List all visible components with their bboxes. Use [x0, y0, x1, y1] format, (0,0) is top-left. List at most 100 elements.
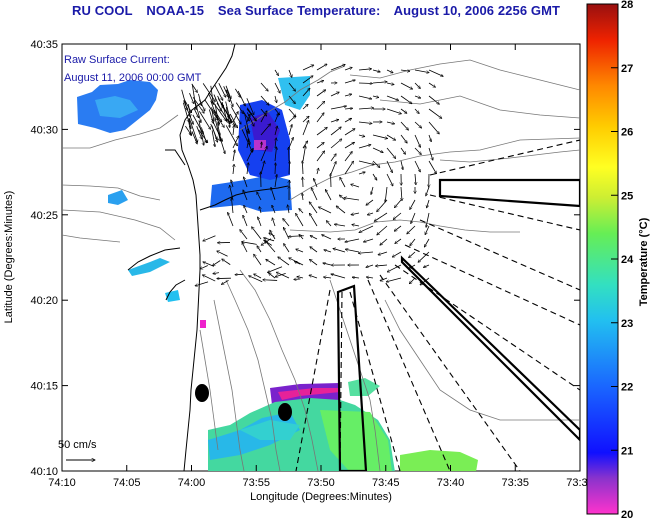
- current-vector: [231, 180, 234, 188]
- current-vector: [323, 263, 332, 266]
- current-vector: [351, 213, 360, 215]
- colorbar-title: Temperature (°C): [638, 217, 650, 306]
- current-vector: [380, 238, 388, 245]
- current-vector: [394, 225, 402, 231]
- colorbar-tick-label: 23: [621, 318, 633, 330]
- current-vector: [237, 90, 245, 106]
- current-vector: [191, 84, 196, 110]
- title-sensor: NOAA-15: [146, 3, 205, 18]
- current-vector: [246, 148, 253, 162]
- current-vector: [386, 83, 394, 85]
- current-vector: [244, 177, 248, 188]
- current-vector: [410, 238, 416, 246]
- current-vector: [409, 277, 416, 284]
- current-vector: [267, 266, 283, 273]
- current-vector: [309, 259, 318, 266]
- current-vector: [246, 98, 254, 115]
- current-vector: [231, 198, 234, 214]
- current-vector: [424, 238, 430, 247]
- current-vector: [288, 205, 289, 214]
- current-vector: [260, 95, 269, 105]
- current-vector: [310, 247, 318, 253]
- current-vector: [344, 118, 352, 123]
- current-vector: [309, 275, 318, 279]
- current-vector: [299, 234, 304, 240]
- current-vector: [275, 163, 276, 175]
- current-vector: [371, 186, 374, 195]
- current-vector: [330, 127, 341, 136]
- current-vector: [380, 277, 388, 281]
- current-vector: [374, 212, 388, 221]
- x-tick-label: 73:55: [242, 477, 270, 489]
- current-vector: [235, 102, 243, 114]
- current-vector: [274, 147, 277, 162]
- current-vector: [322, 235, 332, 240]
- current-vector: [336, 206, 346, 214]
- current-vector: [232, 136, 239, 149]
- current-vector: [377, 199, 388, 212]
- current-vector: [344, 198, 360, 201]
- current-vector: [193, 108, 199, 117]
- current-vector: [386, 147, 396, 159]
- current-vector: [274, 82, 280, 93]
- current-vector: [352, 225, 360, 226]
- current-vector: [188, 118, 191, 128]
- current-vector: [283, 218, 290, 227]
- current-vector: [243, 190, 248, 201]
- current-vector: [260, 111, 267, 123]
- current-vector: [309, 213, 318, 227]
- y-tick-label: 40:20: [30, 295, 58, 307]
- current-vector: [294, 262, 301, 265]
- colorbar-tick-label: 25: [621, 190, 633, 202]
- current-vector: [344, 129, 355, 136]
- current-vector: [372, 147, 383, 153]
- current-vector: [264, 240, 272, 246]
- current-vector: [428, 82, 435, 87]
- current-vector: [247, 129, 248, 136]
- current-vector: [204, 99, 219, 121]
- current-vector: [302, 161, 303, 175]
- current-vector: [386, 134, 396, 140]
- current-vector: [194, 101, 201, 123]
- current-vector: [358, 145, 371, 149]
- current-vector: [330, 64, 345, 71]
- current-vector: [299, 208, 304, 214]
- current-vector: [400, 70, 410, 71]
- current-vector: [258, 217, 262, 227]
- current-vector: [358, 172, 365, 174]
- current-vector: [310, 236, 318, 240]
- current-vector: [372, 134, 388, 139]
- current-vector: [283, 227, 290, 240]
- current-vector: [428, 160, 437, 174]
- current-vector: [213, 109, 221, 122]
- current-vector: [408, 264, 416, 269]
- current-vector: [183, 100, 194, 124]
- current-vector: [395, 238, 402, 244]
- current-vector: [428, 69, 443, 76]
- current-vector: [226, 89, 233, 107]
- current-vector: [385, 186, 388, 202]
- survey-boxes: [336, 178, 580, 471]
- current-vector: [302, 146, 306, 162]
- current-vector: [260, 124, 271, 136]
- current-vector: [316, 90, 326, 97]
- title-datetime: August 10, 2006 2256 GMT: [393, 3, 561, 18]
- sst-field: [77, 76, 478, 471]
- current-vector: [257, 246, 262, 253]
- current-vector: [344, 80, 355, 84]
- current-vector: [225, 89, 230, 102]
- current-vector: [247, 163, 248, 175]
- current-vector: [213, 273, 220, 274]
- current-vector: [344, 108, 353, 109]
- current-vector: [196, 126, 202, 139]
- x-tick-label: 73:40: [437, 477, 465, 489]
- current-vector: [275, 272, 286, 277]
- current-vectors: [181, 64, 444, 286]
- current-vector: [272, 205, 276, 214]
- current-vector: [351, 184, 360, 188]
- current-vector: [330, 139, 342, 149]
- current-vector: [367, 213, 374, 215]
- current-vector: [415, 173, 416, 185]
- current-vector: [393, 212, 402, 220]
- current-vector: [366, 277, 374, 278]
